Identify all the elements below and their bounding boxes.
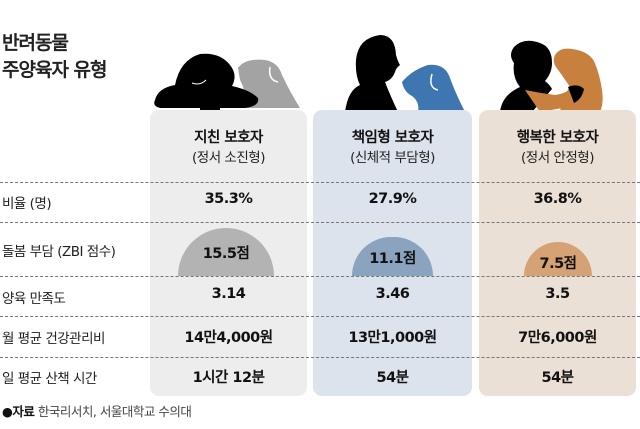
column-happy-owner: 행복한 보호자 (정서 안정형): [479, 110, 636, 396]
infographic-title: 반려동물 주양육자 유형: [2, 30, 107, 84]
row-divider: [0, 357, 640, 358]
cell-cost-happy: 7만6,000원: [518, 330, 597, 346]
cell-cost-responsible: 13만1,000원: [348, 330, 437, 346]
row-divider: [0, 182, 640, 183]
cell-walk-happy: 54분: [541, 370, 574, 386]
row-divider: [0, 276, 640, 277]
column-title: 행복한 보호자: [516, 130, 599, 146]
row-label-walk-time: 일 평균 산책 시간: [2, 371, 97, 387]
title-line-1: 반려동물: [2, 32, 69, 54]
cell-satisfaction-tired: 3.14: [211, 286, 246, 302]
column-title: 책임형 보호자: [351, 130, 434, 146]
responsible-owner-dog-illustration-icon: [345, 35, 465, 112]
cell-cost-tired: 14만4,000원: [184, 330, 273, 346]
source-text: 한국리서치, 서울대학교 수의대: [34, 404, 192, 419]
row-label-ratio: 비율 (명): [2, 196, 52, 212]
cell-walk-responsible: 54분: [376, 370, 409, 386]
title-line-2: 주양육자 유형: [2, 59, 107, 81]
column-subtitle: (정서 소진형): [192, 150, 265, 166]
row-divider: [0, 316, 640, 317]
zbi-value: 7.5점: [539, 256, 577, 272]
zbi-value: 11.1점: [369, 251, 416, 267]
column-subtitle: (정서 안정형): [521, 150, 594, 166]
tired-owner-dog-illustration-icon: [154, 53, 300, 115]
row-label-care-burden: 돌봄 부담 (ZBI 점수): [2, 244, 116, 260]
row-label-health-cost: 월 평균 건강관리비: [2, 331, 105, 347]
source-label: ●자료: [2, 404, 35, 419]
row-divider: [0, 222, 640, 223]
cell-ratio-happy: 36.8%: [533, 191, 582, 207]
happy-owner-dog-illustration-icon: [500, 40, 603, 112]
column-subtitle: (신체적 부담형): [350, 150, 435, 166]
row-label-satisfaction: 양육 만족도: [2, 291, 66, 307]
column-title: 지친 보호자: [194, 130, 263, 146]
zbi-value: 15.5점: [202, 246, 250, 262]
cell-satisfaction-happy: 3.5: [545, 286, 570, 302]
cell-walk-tired: 1시간 12분: [192, 370, 265, 386]
source-note: ●자료 한국리서치, 서울대학교 수의대: [2, 401, 192, 420]
cell-ratio-tired: 35.3%: [204, 191, 253, 207]
cell-ratio-responsible: 27.9%: [368, 191, 417, 207]
cell-satisfaction-responsible: 3.46: [375, 286, 410, 302]
